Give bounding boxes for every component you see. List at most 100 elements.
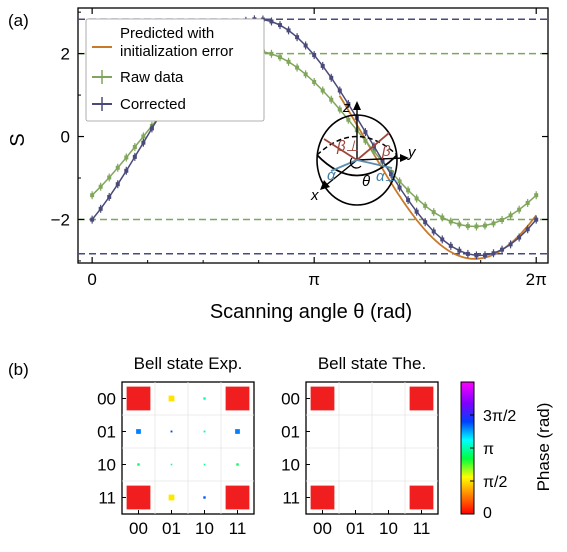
y-axis <box>356 157 405 161</box>
raw-data-point <box>534 193 539 198</box>
corrected-point <box>115 182 120 187</box>
sphere-equator-front <box>316 154 398 177</box>
z-label: z <box>342 99 351 116</box>
theta-arc <box>349 157 362 169</box>
x-tick-label: π <box>308 270 320 289</box>
raw-data-point <box>525 200 530 205</box>
corrected-point <box>107 194 112 199</box>
axis-ticks: 0 π 2π −2 0 2 <box>51 8 548 289</box>
corrected-point <box>491 251 496 256</box>
corrected-point <box>448 243 453 248</box>
legend-box <box>85 18 265 122</box>
corrected-point <box>389 172 394 177</box>
alpha-label: α <box>327 167 336 184</box>
raw-data-point <box>295 65 300 70</box>
beta-vector <box>356 132 390 161</box>
raw-data-point <box>124 155 129 160</box>
x-arrowhead <box>320 180 330 190</box>
corrected-point <box>337 88 342 93</box>
the-col-label: 01 <box>346 519 365 538</box>
raw-data-point <box>406 188 411 193</box>
corrected-point <box>517 235 522 240</box>
exp-col-label: 00 <box>129 519 148 538</box>
corrected-point <box>278 23 283 28</box>
beta-perp-vector <box>323 138 358 161</box>
the-col-label: 10 <box>379 519 398 538</box>
corrected-point <box>508 242 513 247</box>
corrected-point <box>286 28 291 33</box>
exp-row-label: 00 <box>97 390 116 409</box>
sphere-inset: z y x β⊥ β α α⊥ θ <box>310 99 417 206</box>
alpha-perp-label: α⊥ <box>376 168 398 185</box>
the-col-label: 11 <box>413 519 431 538</box>
y-arrowhead <box>400 154 409 162</box>
legend-predicted-line2: initialization error <box>120 43 233 60</box>
corrected-point <box>141 140 146 145</box>
corrected-point <box>397 185 402 190</box>
the-cell <box>310 485 335 510</box>
corrected-point <box>474 253 479 258</box>
y-tick-label: 0 <box>61 128 70 147</box>
corrected-point <box>525 227 530 232</box>
the-cell <box>310 386 335 411</box>
corrected-point <box>90 217 95 222</box>
corrected-point <box>380 158 385 163</box>
exp-cell <box>235 429 240 434</box>
corrected-point <box>457 248 462 253</box>
exp-title: Bell state Exp. <box>134 354 243 373</box>
exp-cell <box>168 395 175 402</box>
heatmap-exp: 00 01 10 11 00 01 10 11 <box>97 381 255 538</box>
colorbar-label: Phase (rad) <box>534 403 553 492</box>
raw-data-point <box>448 219 453 224</box>
exp-row-label: 11 <box>98 489 116 508</box>
x-label: x <box>310 187 319 204</box>
exp-cell <box>136 429 141 434</box>
exp-cell <box>203 430 206 433</box>
raw-data-point <box>431 210 436 215</box>
corrected-point <box>363 130 368 135</box>
raw-data-point <box>397 179 402 184</box>
exp-cell <box>170 430 173 433</box>
raw-data-point <box>312 79 317 84</box>
the-cell <box>409 485 434 510</box>
raw-data-point <box>132 145 137 150</box>
corrected-point <box>320 63 325 68</box>
raw-data-point <box>346 117 351 122</box>
raw-data-point <box>414 196 419 201</box>
the-row-label: 11 <box>282 489 300 508</box>
raw-data-point <box>303 72 308 77</box>
corrected-point <box>414 209 419 214</box>
exp-col-label: 01 <box>162 519 181 538</box>
colorbar-ticks: 0 π/2 π 3π/2 <box>470 408 516 522</box>
panel-b-label: (b) <box>8 360 29 379</box>
legend-corrected-swatch <box>92 97 112 111</box>
raw-data-point <box>269 51 274 56</box>
raw-data-point <box>474 224 479 229</box>
corrected-point <box>534 217 539 222</box>
raw-data-point <box>115 165 120 170</box>
raw-data-point <box>320 88 325 93</box>
y-axis-label: S <box>7 133 29 146</box>
corrected-point <box>465 251 470 256</box>
legend-corrected-label: Corrected <box>120 96 186 113</box>
raw-data-point <box>337 107 342 112</box>
raw-data-point <box>508 213 513 218</box>
exp-cell <box>126 386 151 411</box>
raw-data-point <box>98 184 103 189</box>
raw-data-point <box>440 215 445 220</box>
exp-cell <box>225 485 250 510</box>
exp-cell <box>203 496 206 499</box>
corrected-point <box>312 53 317 58</box>
colorbar-tick-label: 3π/2 <box>483 408 516 425</box>
sphere-equator-back <box>316 135 398 156</box>
alpha-vector <box>330 159 358 172</box>
exp-cell <box>137 463 140 466</box>
panel-a-frame <box>77 7 549 264</box>
raw-data-point <box>500 217 505 222</box>
y-tick-label: −2 <box>51 210 70 229</box>
y-tick-label: 2 <box>61 45 70 64</box>
raw-data-point <box>363 138 368 143</box>
corrected-point <box>98 206 103 211</box>
beta-perp-label: β⊥ <box>336 138 359 155</box>
legend: Predicted with initialization error Raw … <box>85 18 265 122</box>
